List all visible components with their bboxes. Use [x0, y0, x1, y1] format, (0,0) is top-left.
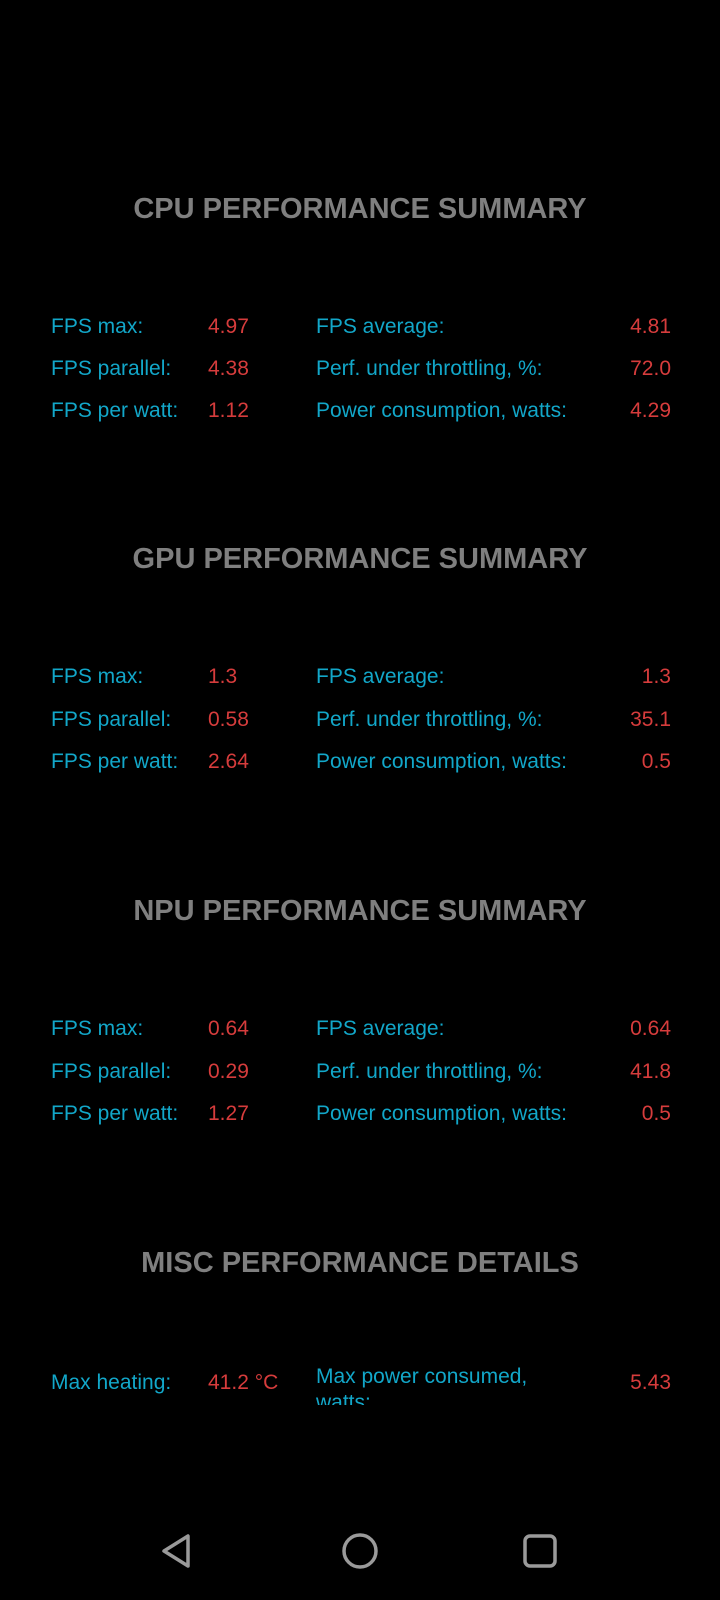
stat-value: 0.29	[208, 1060, 249, 1083]
stat-label: Power consumption, watts:	[316, 399, 567, 422]
stat-label: Max heating:	[51, 1371, 172, 1394]
stat-row: FPS per watt: 1.12 Power consumption, wa…	[0, 398, 720, 438]
stat-row: FPS parallel: 4.38 Perf. under throttlin…	[0, 356, 720, 396]
stat-label: Perf. under throttling, %:	[316, 708, 543, 731]
misc-rows-viewport[interactable]: Max heating: 41.2 °C Max power consumed,…	[0, 1350, 720, 1405]
stat-label: Max power consumed, watts:	[316, 1365, 528, 1405]
stat-value: 4.97	[208, 315, 249, 338]
back-button[interactable]	[155, 1528, 201, 1574]
stat-label: Power consumption, watts:	[316, 750, 567, 773]
section-title: CPU PERFORMANCE SUMMARY	[133, 193, 587, 225]
section-title: MISC PERFORMANCE DETAILS	[141, 1247, 579, 1279]
stat-value: 35.1	[630, 708, 671, 731]
recents-icon	[523, 1534, 557, 1568]
home-icon	[342, 1533, 378, 1569]
stat-value: 41.8	[630, 1060, 671, 1083]
stat-value: 2.64	[208, 750, 249, 773]
stat-value: 4.29	[630, 399, 671, 422]
stat-label: FPS max:	[51, 315, 144, 338]
stat-label: FPS per watt:	[51, 750, 179, 773]
stat-label: FPS max:	[51, 1017, 144, 1040]
stat-label: Power consumption, watts:	[316, 1102, 567, 1125]
stat-value: 1.12	[208, 399, 249, 422]
stat-label: FPS average:	[316, 315, 445, 338]
stat-row: Max heating: 41.2 °C Max power consumed,…	[0, 1365, 720, 1405]
stat-label: FPS parallel:	[51, 357, 172, 380]
stat-value: 4.38	[208, 357, 249, 380]
stat-value: 5.43	[630, 1371, 671, 1394]
stat-value: 1.27	[208, 1102, 249, 1125]
stat-row: FPS parallel: 0.29 Perf. under throttlin…	[0, 1059, 720, 1099]
stat-row: FPS parallel: 0.58 Perf. under throttlin…	[0, 707, 720, 747]
stat-value: 0.5	[641, 750, 671, 773]
stat-label: FPS per watt:	[51, 1102, 179, 1125]
back-icon	[162, 1534, 190, 1568]
stat-value: 0.58	[208, 708, 249, 731]
stat-value: 72.0	[630, 357, 671, 380]
stat-label: FPS max:	[51, 665, 144, 688]
home-button[interactable]	[337, 1528, 383, 1574]
section-title: GPU PERFORMANCE SUMMARY	[132, 543, 588, 575]
stat-value: 0.64	[630, 1017, 671, 1040]
stat-label: FPS average:	[316, 1017, 445, 1040]
section-title: NPU PERFORMANCE SUMMARY	[133, 895, 587, 927]
stat-label: FPS parallel:	[51, 708, 172, 731]
stat-value: 1.3	[641, 665, 671, 688]
stat-row: FPS max: 0.64 FPS average: 0.64	[0, 1016, 720, 1056]
stat-value: 41.2 °C	[208, 1371, 279, 1394]
stat-row: FPS per watt: 2.64 Power consumption, wa…	[0, 749, 720, 789]
stat-row: FPS per watt: 1.27 Power consumption, wa…	[0, 1101, 720, 1141]
recents-button[interactable]	[517, 1528, 563, 1574]
stat-value: 4.81	[630, 315, 671, 338]
stat-value: 0.5	[641, 1102, 671, 1125]
stat-row: FPS max: 1.3 FPS average: 1.3	[0, 664, 720, 704]
stat-value: 0.64	[208, 1017, 249, 1040]
stat-label: FPS parallel:	[51, 1060, 172, 1083]
stat-label: Perf. under throttling, %:	[316, 357, 543, 380]
stat-label: FPS per watt:	[51, 399, 179, 422]
stat-row: FPS max: 4.97 FPS average: 4.81	[0, 314, 720, 354]
stat-value: 1.3	[208, 665, 238, 688]
stat-label: FPS average:	[316, 665, 445, 688]
stat-label: Perf. under throttling, %:	[316, 1060, 543, 1083]
